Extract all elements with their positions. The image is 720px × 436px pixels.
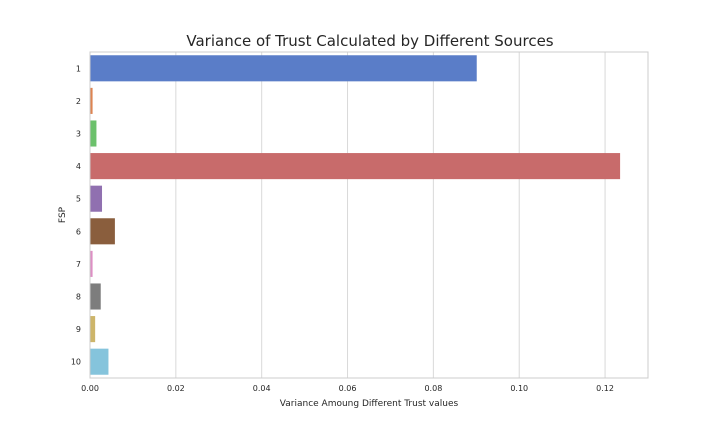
bar-fsp-2 xyxy=(90,87,93,114)
y-tick-label: 4 xyxy=(76,162,81,171)
y-tick-label: 6 xyxy=(76,227,81,236)
bar-fsp-7 xyxy=(90,250,93,277)
bar-fsp-3 xyxy=(90,120,97,147)
y-tick-label: 1 xyxy=(76,64,81,73)
y-tick-label: 5 xyxy=(76,195,81,204)
x-tick-label: 0.10 xyxy=(510,384,528,393)
bar-fsp-4 xyxy=(90,153,621,180)
x-tick-label: 0.00 xyxy=(81,384,99,393)
x-tick-labels: 0.00 0.02 0.04 0.06 0.08 0.10 0.12 xyxy=(81,384,614,393)
plot-frame xyxy=(89,51,649,379)
x-tick-label: 0.06 xyxy=(339,384,357,393)
y-tick-label: 8 xyxy=(76,293,81,302)
y-tick-label: 2 xyxy=(76,97,81,106)
bar-fsp-6 xyxy=(90,218,115,245)
x-tick-label: 0.04 xyxy=(253,384,271,393)
x-tick-label: 0.08 xyxy=(424,384,442,393)
y-tick-label: 10 xyxy=(71,358,81,367)
bar-fsp-1 xyxy=(90,55,477,82)
bar-fsp-8 xyxy=(90,283,101,310)
y-tick-label: 7 xyxy=(76,260,81,269)
chart-title: Variance of Trust Calculated by Differen… xyxy=(186,32,553,50)
y-tick-label: 3 xyxy=(76,130,81,139)
bar-fsp-10 xyxy=(90,348,109,375)
bar-fsp-5 xyxy=(90,185,103,212)
bar-fsp-9 xyxy=(90,316,96,343)
y-axis-label: FSP xyxy=(58,206,68,223)
x-axis-label: Variance Amoung Different Trust values xyxy=(280,399,459,409)
y-tick-label: 9 xyxy=(76,325,81,334)
x-tick-label: 0.02 xyxy=(167,384,185,393)
bars xyxy=(90,55,621,375)
y-tick-labels: 1 2 3 4 5 6 7 8 9 10 xyxy=(71,64,81,366)
x-tick-label: 0.12 xyxy=(596,384,614,393)
